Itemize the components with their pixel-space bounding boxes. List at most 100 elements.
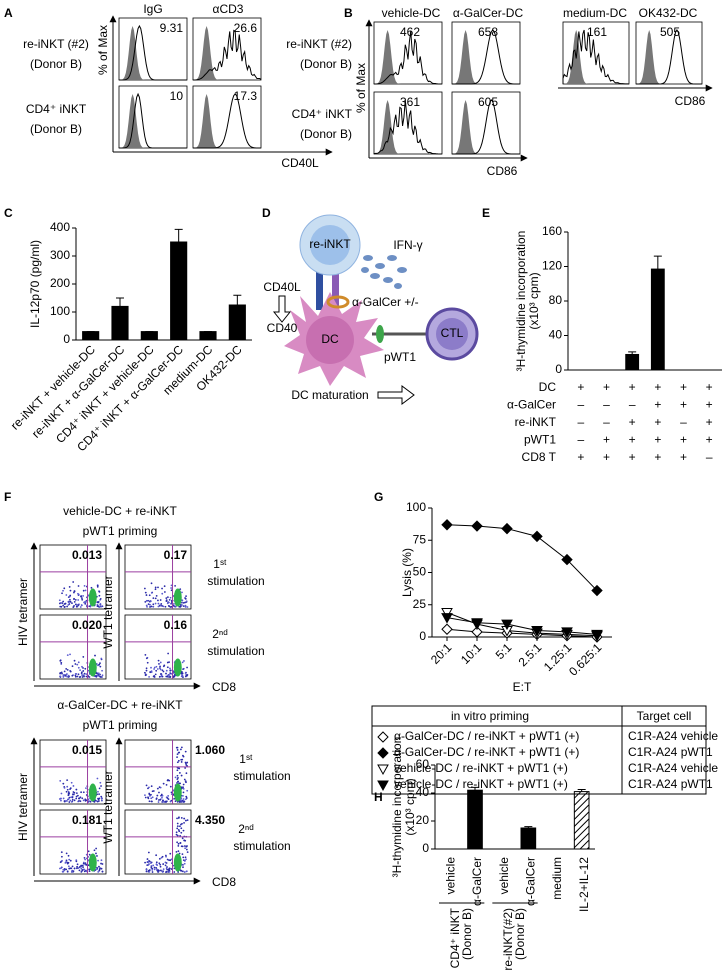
group-label: (Donor B) [513, 908, 527, 960]
y-axis-label: HIV tetramer [16, 578, 30, 646]
dot [158, 857, 161, 860]
marker [471, 626, 483, 638]
dot [66, 605, 69, 608]
dot [95, 847, 98, 850]
value-label: 161 [587, 25, 607, 39]
dot [62, 782, 65, 785]
dot [88, 676, 91, 678]
quadrant-value: 4.350 [195, 813, 225, 827]
dot [147, 599, 150, 602]
dot [161, 871, 164, 873]
legend-header: in vitro priming [451, 709, 529, 723]
dot [159, 863, 162, 866]
dot [154, 588, 157, 591]
condition-mark: – [577, 415, 584, 429]
dot [98, 800, 100, 802]
dot [75, 605, 78, 608]
error-bar [524, 826, 533, 828]
marker [377, 747, 389, 759]
dot [60, 851, 63, 854]
dot [66, 798, 69, 801]
x-tick-label: 10:1 [458, 640, 485, 667]
dot [74, 675, 77, 678]
value-label: 462 [400, 25, 420, 39]
dot [144, 591, 147, 594]
dot [99, 673, 101, 676]
dot [184, 839, 187, 842]
dot [79, 669, 82, 672]
stimulation-label: 1ˢᵗ [239, 752, 253, 766]
x-axis-label: CD86 [675, 94, 706, 108]
dot [90, 586, 93, 589]
dot [88, 868, 91, 871]
condition-mark: – [603, 415, 610, 429]
dot [96, 777, 99, 780]
dot [176, 746, 179, 749]
dot [84, 798, 87, 801]
dot [180, 748, 182, 751]
dot [182, 755, 185, 758]
dot [65, 859, 68, 862]
panel-letter: E [482, 206, 490, 220]
dot [58, 599, 61, 602]
dot [157, 602, 160, 605]
dot [101, 674, 104, 677]
condition-mark: + [680, 433, 687, 447]
x-tick-label: medium [550, 857, 564, 900]
dot [181, 599, 184, 602]
dot [147, 603, 150, 605]
y-axis-label: % of Max [354, 63, 368, 113]
dot [79, 800, 82, 803]
dot [100, 859, 103, 862]
dot [164, 800, 167, 803]
dot [148, 675, 150, 678]
dot [167, 798, 170, 801]
x-tick-label: 2.5:1 [516, 640, 545, 669]
dot [75, 673, 78, 675]
dot [185, 595, 187, 597]
dot [58, 798, 61, 800]
dot [158, 799, 160, 801]
dot [169, 785, 172, 788]
dot [181, 758, 184, 761]
dot [96, 584, 99, 587]
x-axis-label: CD8 [212, 680, 236, 694]
dot [151, 871, 154, 873]
condition-label: CD8 T [522, 450, 557, 464]
dot [169, 672, 172, 675]
dot [146, 864, 149, 867]
y-tick-label: 25 [413, 597, 427, 611]
dot [62, 600, 65, 603]
error-bar [471, 786, 479, 791]
dot-core [88, 853, 97, 872]
dot [82, 656, 85, 658]
dot [98, 869, 101, 872]
dot [148, 594, 151, 597]
dot [145, 667, 148, 670]
dot [85, 675, 88, 678]
dot [149, 603, 151, 606]
condition-label: DC [539, 380, 557, 394]
series-line [446, 628, 598, 638]
y-axis-label: WT1 tetramer [101, 575, 115, 648]
dot [85, 787, 87, 790]
group-label: re-iNKT(#2) [501, 908, 515, 971]
dot [150, 582, 153, 585]
dot [182, 786, 184, 789]
dot [161, 587, 163, 590]
dot [84, 667, 87, 670]
dot [170, 868, 173, 870]
dot [164, 605, 167, 608]
dot [149, 862, 152, 865]
y-tick-label: 400 [50, 220, 70, 234]
dot [76, 863, 79, 866]
dot [81, 797, 84, 800]
dot [177, 777, 179, 779]
dot [77, 666, 80, 669]
marker [591, 584, 603, 597]
dot [65, 852, 68, 855]
dot [181, 853, 184, 856]
quadrant-value: 0.16 [164, 618, 188, 632]
dot [75, 603, 78, 606]
